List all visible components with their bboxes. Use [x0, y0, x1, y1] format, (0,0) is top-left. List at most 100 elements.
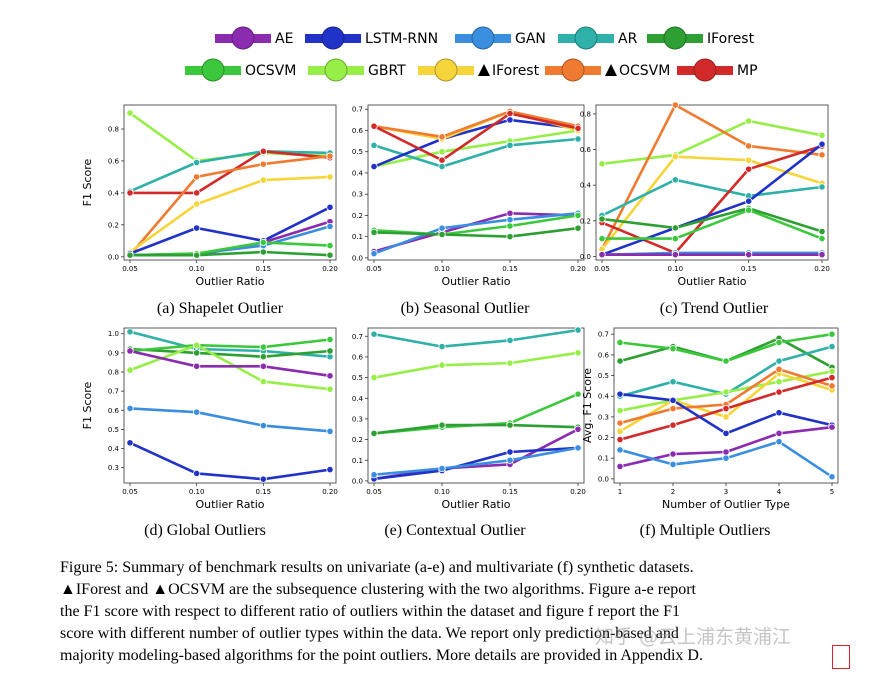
series-line [129, 206, 331, 255]
series-lstm-rnn [126, 439, 334, 483]
data-point [326, 427, 334, 435]
y-tick-label: 0.7 [352, 333, 363, 341]
plot-frame [123, 104, 337, 261]
plot-frame [595, 104, 829, 261]
y-tick-label: 0.3 [352, 415, 363, 423]
x-tick-label: 0.05 [122, 265, 138, 273]
data-point [745, 251, 753, 259]
data-point [506, 141, 514, 149]
series-line [373, 226, 579, 238]
y-tick-label: 0.6 [598, 351, 610, 359]
series-iforest [370, 421, 582, 438]
data-point [259, 362, 267, 370]
data-point [574, 135, 582, 143]
series-line [373, 423, 579, 435]
data-point [326, 222, 334, 231]
legend-entry-ocsvm_sub: OCSVM [545, 58, 670, 82]
series-line [129, 349, 331, 378]
data-point [506, 448, 514, 456]
data-point [126, 439, 134, 447]
legend-marker [574, 26, 598, 50]
data-point [598, 215, 606, 223]
x-tick-label: 0.15 [256, 265, 272, 273]
y-tick-label: 0.4 [352, 395, 364, 403]
x-tick-label: 1 [618, 488, 622, 496]
data-point [818, 140, 826, 148]
chart-panel-f: 0.0 0.1 0.2 0.3 0.4 0.5 0.6 0.7 1 2 3 4 5 Number of O… [581, 327, 839, 511]
y-tick-label: 0.2 [598, 434, 609, 442]
series-mp [370, 109, 582, 164]
data-point [616, 338, 624, 347]
data-point [126, 328, 134, 336]
series-iforest [370, 224, 582, 241]
data-point [326, 335, 334, 344]
data-point [438, 421, 446, 429]
watermark: 知乎 @云上浦东黄浦江 [595, 626, 792, 648]
legend-entry-ar: AR [558, 26, 638, 50]
data-point [722, 454, 730, 462]
data-point [745, 156, 753, 164]
data-point [828, 367, 836, 376]
data-point [671, 153, 679, 161]
legend-entry-iforest: IForest [647, 26, 755, 50]
data-point [828, 423, 836, 431]
caption-line: ▲IForest and ▲OCSVM are the subsequence … [60, 581, 696, 598]
series-line [619, 332, 833, 363]
y-tick-label: 0.1 [352, 457, 363, 465]
data-point [438, 230, 446, 239]
y-tick-label: 0.1 [598, 455, 609, 463]
data-point [574, 211, 582, 220]
x-tick-label: 0.20 [322, 265, 338, 273]
x-axis-label: Number of Outlier Type [662, 498, 790, 511]
x-tick-label: 3 [724, 488, 728, 496]
x-tick-label: 0.10 [189, 488, 205, 496]
series-line [129, 347, 331, 359]
legend-marker [693, 58, 717, 82]
data-point [506, 359, 514, 367]
caption-line: Figure 5: Summary of benchmark results o… [60, 559, 694, 576]
data-point [259, 343, 267, 351]
series-line [130, 149, 331, 195]
series-line [129, 154, 331, 257]
legend-entry-iforest_sub: IForest [418, 58, 540, 82]
data-point [193, 158, 201, 167]
data-point [506, 116, 514, 124]
legend-marker [231, 26, 255, 50]
caption-e: (e) Contextual Outlier [384, 522, 526, 539]
y-axis-label: F1 Score [81, 158, 94, 206]
data-point [506, 216, 514, 224]
series-line [373, 110, 579, 139]
series-line [373, 328, 579, 348]
y-tick-label: 0.6 [352, 353, 364, 361]
data-point [616, 462, 624, 471]
figure-caption: Figure 5: Summary of benchmark results o… [60, 557, 860, 667]
legend-label: LSTM-RNN [365, 31, 438, 47]
y-tick-label: 0.8 [108, 125, 119, 133]
data-point [259, 421, 267, 430]
data-point [722, 413, 730, 421]
x-tick-label: 0.10 [668, 265, 684, 273]
y-tick-label: 0.7 [108, 388, 119, 396]
data-point [370, 250, 378, 258]
series-line [129, 175, 331, 254]
y-tick-label: 0.6 [108, 157, 120, 165]
data-point [326, 385, 334, 393]
x-tick-label: 0.15 [502, 488, 518, 496]
data-point [745, 206, 753, 214]
y-tick-label: 0.6 [108, 407, 120, 415]
legend-label: AR [618, 31, 638, 47]
data-point [438, 464, 446, 473]
y-tick-label: 0.4 [580, 182, 592, 190]
legend-label: IForest [707, 31, 755, 47]
series-line [601, 207, 823, 233]
data-point [616, 446, 624, 454]
y-tick-label: 0.7 [352, 106, 363, 114]
data-point [370, 122, 378, 130]
series-line [129, 441, 331, 481]
data-point [326, 347, 334, 355]
data-point [775, 365, 783, 373]
x-tick-label: 5 [830, 488, 834, 496]
data-point [818, 183, 826, 191]
series-mp [126, 147, 334, 197]
data-point [259, 377, 267, 386]
